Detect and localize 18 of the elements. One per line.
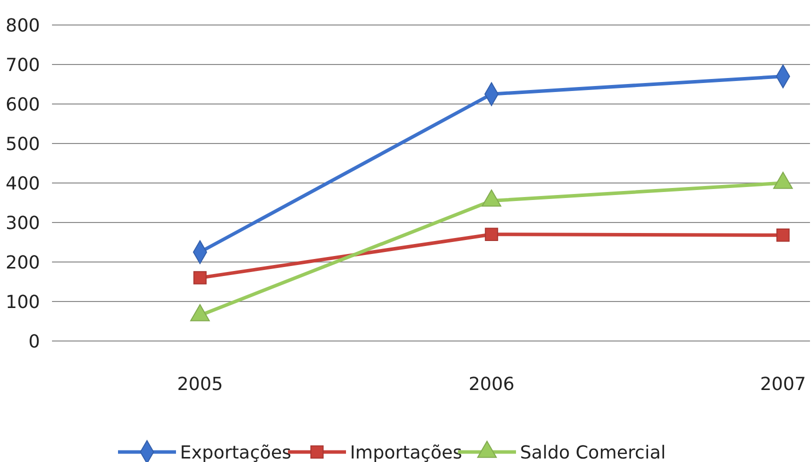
legend-label: Importações [350, 442, 462, 462]
y-tick-label: 200 [6, 252, 40, 274]
legend-label: Saldo Comercial [520, 442, 666, 462]
y-tick-label: 0 [28, 331, 40, 352]
y-tick-label: 500 [6, 134, 40, 155]
y-tick-label: 300 [6, 212, 40, 234]
point [193, 271, 207, 284]
y-tick-label: 700 [6, 54, 40, 76]
y-tick-label: 100 [6, 292, 40, 313]
point [776, 228, 790, 242]
x-tick-label: 2007 [760, 374, 806, 395]
point [484, 228, 498, 241]
y-tick-label: 800 [6, 15, 40, 36]
x-tick-label: 2005 [177, 374, 223, 395]
x-tick-label: 2006 [468, 374, 514, 395]
legend-label: Exportações [180, 442, 292, 462]
y-tick-label: 400 [6, 173, 40, 194]
y-tick-label: 600 [6, 94, 40, 116]
